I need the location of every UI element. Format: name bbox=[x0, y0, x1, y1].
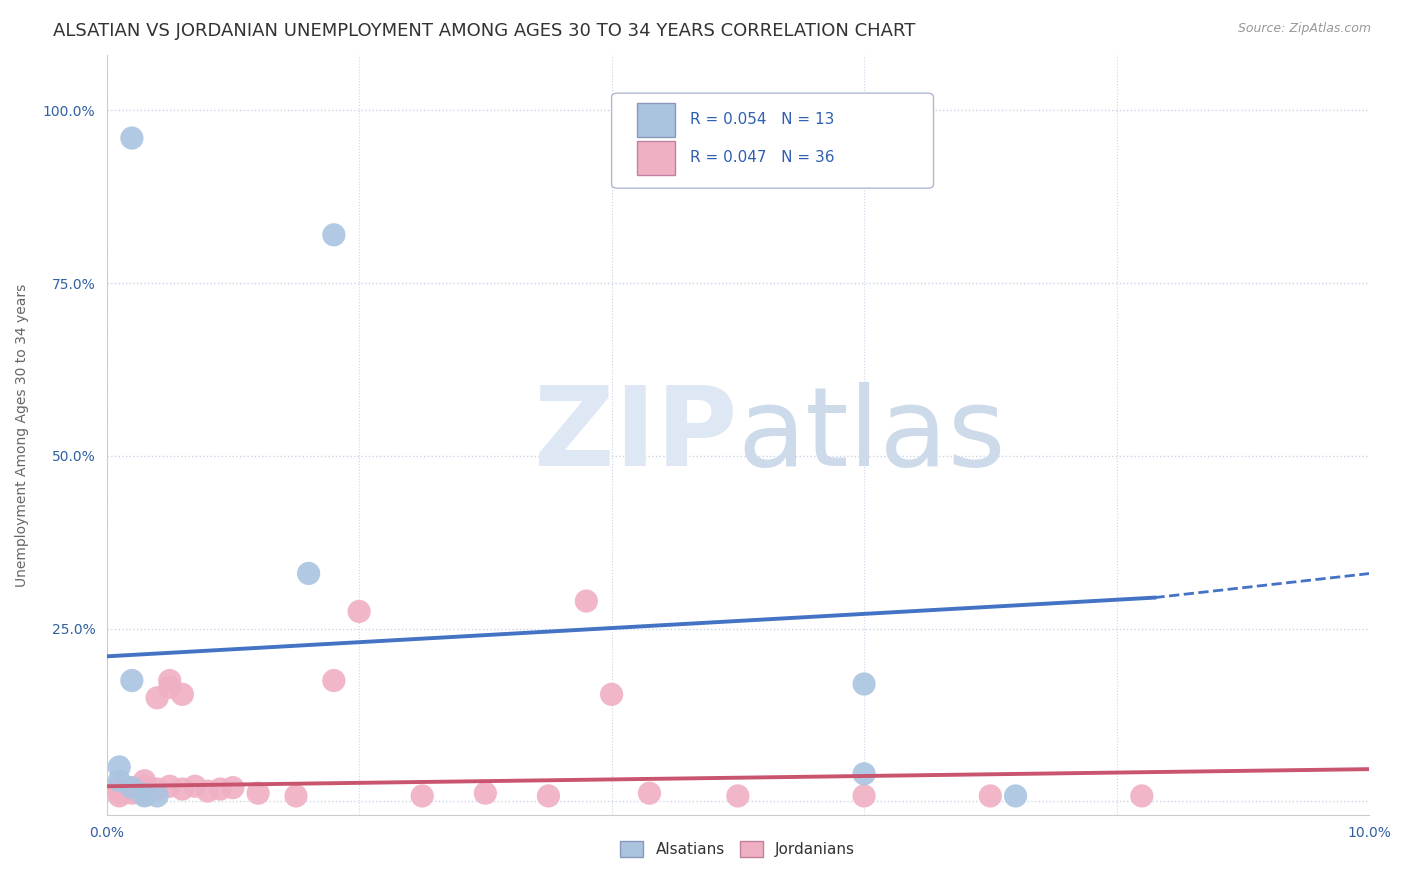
Point bbox=[108, 760, 131, 774]
Point bbox=[347, 604, 370, 618]
Point bbox=[159, 779, 181, 793]
Point bbox=[134, 782, 156, 797]
Point bbox=[638, 786, 661, 800]
Point bbox=[853, 789, 876, 803]
Point bbox=[1004, 789, 1026, 803]
Point bbox=[322, 673, 344, 688]
Point bbox=[121, 786, 143, 800]
Point bbox=[108, 773, 131, 788]
Point bbox=[146, 789, 169, 803]
Point bbox=[1130, 789, 1153, 803]
Text: R = 0.054   N = 13: R = 0.054 N = 13 bbox=[690, 112, 834, 128]
Point bbox=[134, 779, 156, 793]
Point bbox=[172, 687, 194, 701]
Point bbox=[222, 780, 245, 795]
Point bbox=[853, 677, 876, 691]
Point bbox=[121, 784, 143, 798]
Text: atlas: atlas bbox=[738, 382, 1007, 489]
Bar bbox=[637, 103, 675, 136]
Point bbox=[727, 789, 749, 803]
Point bbox=[853, 767, 876, 781]
Text: ZIP: ZIP bbox=[534, 382, 738, 489]
Text: Source: ZipAtlas.com: Source: ZipAtlas.com bbox=[1237, 22, 1371, 36]
Point bbox=[146, 782, 169, 797]
FancyBboxPatch shape bbox=[612, 93, 934, 188]
Point bbox=[121, 673, 143, 688]
Point bbox=[108, 786, 131, 800]
Legend: Alsatians, Jordanians: Alsatians, Jordanians bbox=[613, 833, 863, 864]
Y-axis label: Unemployment Among Ages 30 to 34 years: Unemployment Among Ages 30 to 34 years bbox=[15, 284, 30, 587]
Point bbox=[411, 789, 433, 803]
Text: R = 0.047   N = 36: R = 0.047 N = 36 bbox=[690, 150, 834, 165]
Point bbox=[108, 789, 131, 803]
Text: ALSATIAN VS JORDANIAN UNEMPLOYMENT AMONG AGES 30 TO 34 YEARS CORRELATION CHART: ALSATIAN VS JORDANIAN UNEMPLOYMENT AMONG… bbox=[53, 22, 915, 40]
Point bbox=[537, 789, 560, 803]
Point bbox=[121, 780, 143, 795]
Point bbox=[209, 782, 232, 797]
Point bbox=[134, 773, 156, 788]
Point bbox=[197, 784, 219, 798]
Point bbox=[121, 131, 143, 145]
Point bbox=[575, 594, 598, 608]
Point bbox=[247, 786, 270, 800]
Point bbox=[134, 789, 156, 803]
Point bbox=[146, 690, 169, 705]
Point bbox=[172, 782, 194, 797]
Point bbox=[184, 779, 207, 793]
Point bbox=[159, 681, 181, 695]
Bar bbox=[637, 141, 675, 175]
Point bbox=[474, 786, 496, 800]
Point bbox=[134, 788, 156, 802]
Point bbox=[322, 227, 344, 242]
Point bbox=[285, 789, 308, 803]
Point bbox=[159, 673, 181, 688]
Point bbox=[134, 786, 156, 800]
Point bbox=[979, 789, 1001, 803]
Point bbox=[297, 566, 319, 581]
Point bbox=[121, 780, 143, 795]
Point bbox=[108, 780, 131, 795]
Point bbox=[600, 687, 623, 701]
Point bbox=[108, 784, 131, 798]
